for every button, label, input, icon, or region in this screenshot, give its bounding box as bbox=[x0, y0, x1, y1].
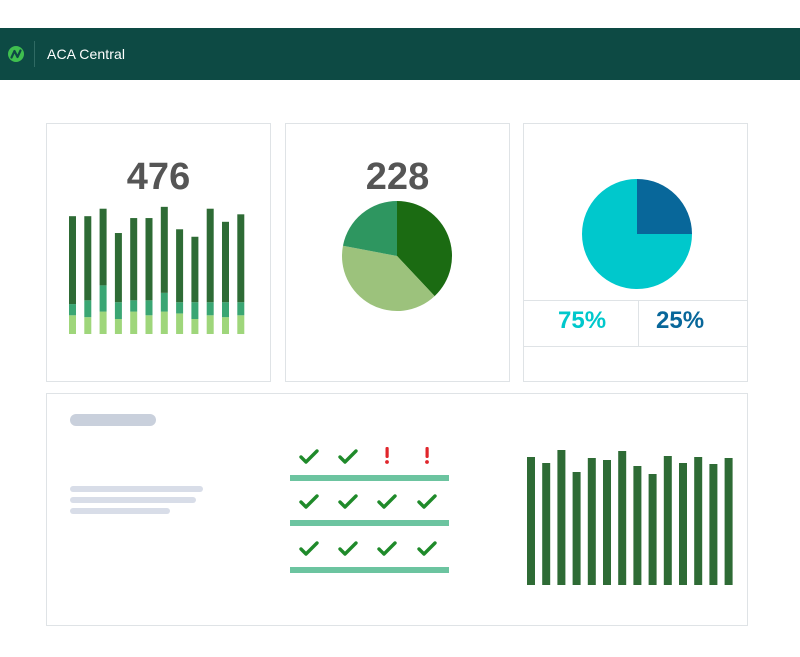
text-line-placeholder-2 bbox=[70, 497, 196, 503]
stacked-bar-total: 476 bbox=[126, 156, 191, 198]
green-pie-slice bbox=[342, 201, 397, 256]
stacked-bar-segment bbox=[176, 302, 184, 314]
app-header: ACA Central bbox=[0, 28, 800, 80]
right-bar bbox=[557, 450, 566, 585]
checkmark-icon bbox=[338, 541, 358, 556]
green-pie-chart bbox=[342, 201, 452, 311]
stacked-bar-segment bbox=[99, 311, 107, 334]
percent-cell-divider bbox=[638, 300, 639, 346]
checkmark-icon bbox=[338, 449, 358, 464]
right-bar bbox=[694, 457, 703, 585]
stacked-bar-segment bbox=[84, 317, 92, 334]
right-bar-chart bbox=[527, 450, 733, 585]
right-bar bbox=[603, 460, 611, 585]
right-bar bbox=[679, 463, 687, 585]
text-line-placeholder-3 bbox=[70, 508, 170, 514]
stacked-bar-segment bbox=[237, 315, 245, 334]
right-bar bbox=[724, 458, 733, 585]
stacked-bar-segment bbox=[114, 319, 122, 334]
stacked-bar-segment bbox=[237, 214, 245, 303]
stacked-bar-segment bbox=[160, 292, 168, 312]
percent-b: 25% bbox=[656, 307, 705, 334]
stacked-bar-segment bbox=[99, 208, 107, 286]
green-pie-slice bbox=[397, 201, 452, 297]
app-title: ACA Central bbox=[47, 46, 126, 62]
stacked-bar-segment bbox=[84, 216, 92, 301]
stacked-bar-segment bbox=[69, 304, 76, 316]
checkmark-icon bbox=[338, 494, 358, 509]
percent-row-divider-bottom bbox=[524, 346, 747, 347]
stacked-bar-segment bbox=[191, 319, 199, 334]
stacked-bar-segment bbox=[69, 315, 76, 334]
blue-pie-slice bbox=[582, 179, 692, 289]
text-line-placeholder-1 bbox=[70, 486, 203, 492]
stacked-bar-segment bbox=[206, 302, 214, 316]
stacked-bar-segment bbox=[176, 229, 184, 303]
stacked-bar-segment bbox=[191, 302, 199, 320]
checkmark-icon bbox=[299, 494, 319, 509]
stacked-bar-segment bbox=[237, 302, 245, 316]
right-bar bbox=[633, 466, 642, 585]
stacked-bar-segment bbox=[145, 300, 153, 316]
percent-row-divider-top bbox=[524, 300, 747, 301]
checkmark-icon bbox=[417, 494, 437, 509]
stacked-bar-segment bbox=[160, 206, 168, 293]
stacked-bar-segment bbox=[84, 300, 92, 318]
alert-icon bbox=[425, 447, 429, 458]
blue-pie-slice bbox=[637, 179, 692, 234]
right-bar bbox=[587, 458, 596, 585]
alert-icon bbox=[385, 447, 389, 458]
stacked-bar-segment bbox=[99, 285, 107, 312]
stacked-bar-segment bbox=[130, 300, 138, 312]
blue-pie-card[interactable]: 75% 25% bbox=[523, 123, 748, 382]
green-pie-slice bbox=[342, 245, 435, 311]
stacked-bar-segment bbox=[206, 315, 214, 334]
green-pie-card[interactable]: 228 bbox=[285, 123, 510, 382]
stacked-bar-segment bbox=[222, 221, 229, 303]
stacked-bar-segment bbox=[176, 313, 184, 334]
stacked-bar-segment bbox=[222, 317, 229, 334]
stacked-bar-segment bbox=[191, 236, 199, 303]
right-bar bbox=[572, 472, 581, 585]
green-pie-total: 228 bbox=[365, 156, 430, 198]
checklist-graphic bbox=[290, 447, 449, 573]
right-bar bbox=[648, 474, 657, 585]
blue-pie-chart bbox=[582, 179, 692, 289]
stacked-bar-segment bbox=[130, 218, 138, 301]
checklist-row-rule bbox=[290, 567, 449, 573]
heading-placeholder bbox=[70, 414, 156, 426]
header-divider bbox=[34, 41, 35, 67]
checklist-row-rule bbox=[290, 520, 449, 526]
right-bar bbox=[709, 464, 718, 585]
right-bar bbox=[542, 463, 551, 585]
aca-logo-icon[interactable] bbox=[8, 46, 24, 62]
checklist-row-rule bbox=[290, 475, 449, 481]
stacked-bar-segment bbox=[160, 311, 168, 334]
right-bar bbox=[527, 457, 535, 585]
right-bar bbox=[663, 456, 672, 585]
checkmark-icon bbox=[417, 541, 437, 556]
stacked-bar-segment bbox=[114, 302, 122, 320]
checkmark-icon bbox=[377, 494, 397, 509]
right-bar bbox=[618, 451, 627, 585]
stacked-bar-segment bbox=[69, 216, 76, 305]
checkmark-icon bbox=[299, 541, 319, 556]
alert-icon-dot bbox=[425, 460, 429, 464]
stacked-bar-segment bbox=[145, 218, 153, 301]
summary-card[interactable] bbox=[46, 393, 748, 626]
stacked-bar-segment bbox=[114, 233, 122, 303]
stacked-bar-segment bbox=[145, 315, 153, 334]
top-margin bbox=[0, 0, 800, 28]
alert-icon-dot bbox=[385, 460, 389, 464]
stacked-bar-segment bbox=[130, 311, 138, 334]
stacked-bar-chart bbox=[69, 206, 245, 334]
checkmark-icon bbox=[377, 541, 397, 556]
checkmark-icon bbox=[299, 449, 319, 464]
percent-a: 75% bbox=[558, 307, 607, 334]
stacked-bar-segment bbox=[222, 302, 229, 318]
stacked-bar-segment bbox=[206, 208, 214, 303]
stacked-bar-card[interactable]: 476 bbox=[46, 123, 271, 382]
